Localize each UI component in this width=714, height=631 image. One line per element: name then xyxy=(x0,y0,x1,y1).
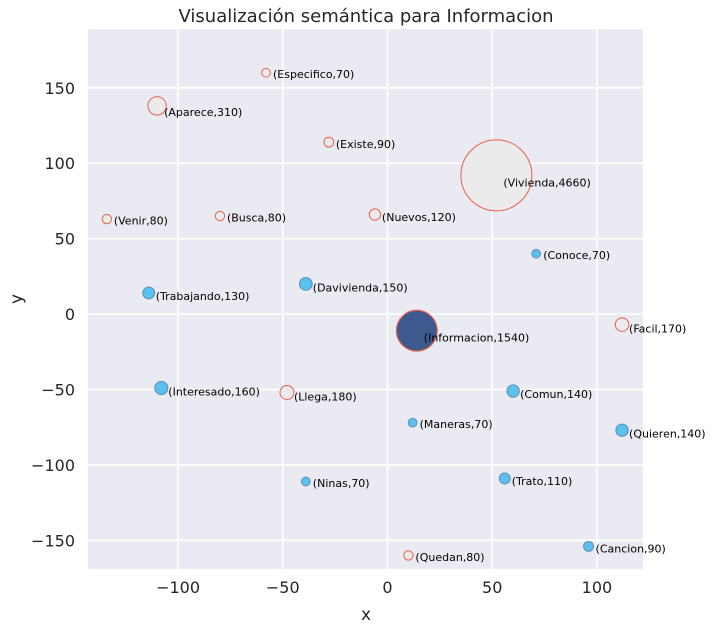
point-label-comun: (Comun,140) xyxy=(520,388,592,401)
y-axis-label: y xyxy=(7,294,27,304)
data-point-maneras xyxy=(407,417,418,428)
point-labels: (Especifico,70) (Aparece,310) (Existe,90) (… xyxy=(114,68,706,564)
data-point-vivienda xyxy=(460,139,533,212)
x-tick-label: −100 xyxy=(156,578,200,597)
y-tick-label: 100 xyxy=(44,154,75,173)
data-points xyxy=(101,67,630,561)
point-label-llega: (Llega,180) xyxy=(294,390,357,403)
data-point-quedan xyxy=(403,550,414,561)
point-label-aparece: (Aparece,310) xyxy=(164,106,242,119)
point-label-interesado: (Interesado,160) xyxy=(168,386,260,399)
y-tick-label: 150 xyxy=(44,79,75,98)
y-tick-label: −50 xyxy=(41,381,75,400)
data-point-informacion xyxy=(395,309,438,352)
y-tick-label: 0 xyxy=(65,305,75,324)
point-label-quieren: (Quieren,140) xyxy=(629,427,706,440)
point-label-trato: (Trato,110) xyxy=(512,475,572,488)
data-point-aparece xyxy=(147,96,167,116)
data-point-conoce xyxy=(531,248,542,259)
y-tick-label: −100 xyxy=(31,456,75,475)
grid-lines xyxy=(88,29,643,569)
x-axis-label: x xyxy=(361,605,371,625)
data-point-comun xyxy=(506,384,520,398)
point-label-informacion: (Informacion,1540) xyxy=(424,332,529,345)
point-label-facil: (Facil,170) xyxy=(629,322,686,335)
data-point-busca xyxy=(214,210,226,222)
point-label-especifico: (Especifico,70) xyxy=(273,68,354,81)
data-point-davivienda xyxy=(298,277,313,291)
data-point-trato xyxy=(498,472,511,485)
x-tick-label: −50 xyxy=(266,578,300,597)
point-label-trabajando: (Trabajando,130) xyxy=(156,290,250,303)
data-point-llega xyxy=(279,385,295,400)
data-point-especifico xyxy=(261,67,271,78)
point-label-cancion: (Cancion,90) xyxy=(596,542,666,555)
data-point-quieren xyxy=(615,423,629,437)
data-point-existe xyxy=(323,136,335,148)
x-tick-label: 100 xyxy=(582,578,613,597)
y-tick-label: −150 xyxy=(31,531,75,550)
data-point-nuevos xyxy=(368,208,382,221)
point-label-existe: (Existe,90) xyxy=(336,138,395,151)
point-label-busca: (Busca,80) xyxy=(227,212,286,225)
point-label-maneras: (Maneras,70) xyxy=(420,418,493,431)
point-label-venir: (Venir,80) xyxy=(114,215,168,228)
y-tick-label: 50 xyxy=(55,230,75,249)
tick-labels: −100 −50 0 50 100 −150 −100 −50 0 50 100 150 xyxy=(31,79,612,597)
chart-title: Visualización semántica para Informacion xyxy=(178,6,553,27)
data-point-venir xyxy=(101,213,112,225)
point-label-ninas: (Ninas,70) xyxy=(313,477,370,490)
plot-area xyxy=(88,29,643,569)
x-tick-label: 50 xyxy=(482,578,502,597)
data-point-interesado xyxy=(154,380,169,396)
point-label-nuevos: (Nuevos,120) xyxy=(382,211,456,224)
point-label-davivienda: (Davivienda,150) xyxy=(313,281,408,294)
x-tick-label: 0 xyxy=(382,578,392,597)
point-label-vivienda: (Vivienda,4660) xyxy=(503,176,590,189)
data-point-ninas xyxy=(300,476,311,487)
point-label-quedan: (Quedan,80) xyxy=(415,551,484,564)
data-point-cancion xyxy=(583,540,594,552)
point-label-conoce: (Conoce,70) xyxy=(543,249,610,262)
data-point-facil xyxy=(614,317,630,332)
data-point-trabajando xyxy=(142,286,156,300)
